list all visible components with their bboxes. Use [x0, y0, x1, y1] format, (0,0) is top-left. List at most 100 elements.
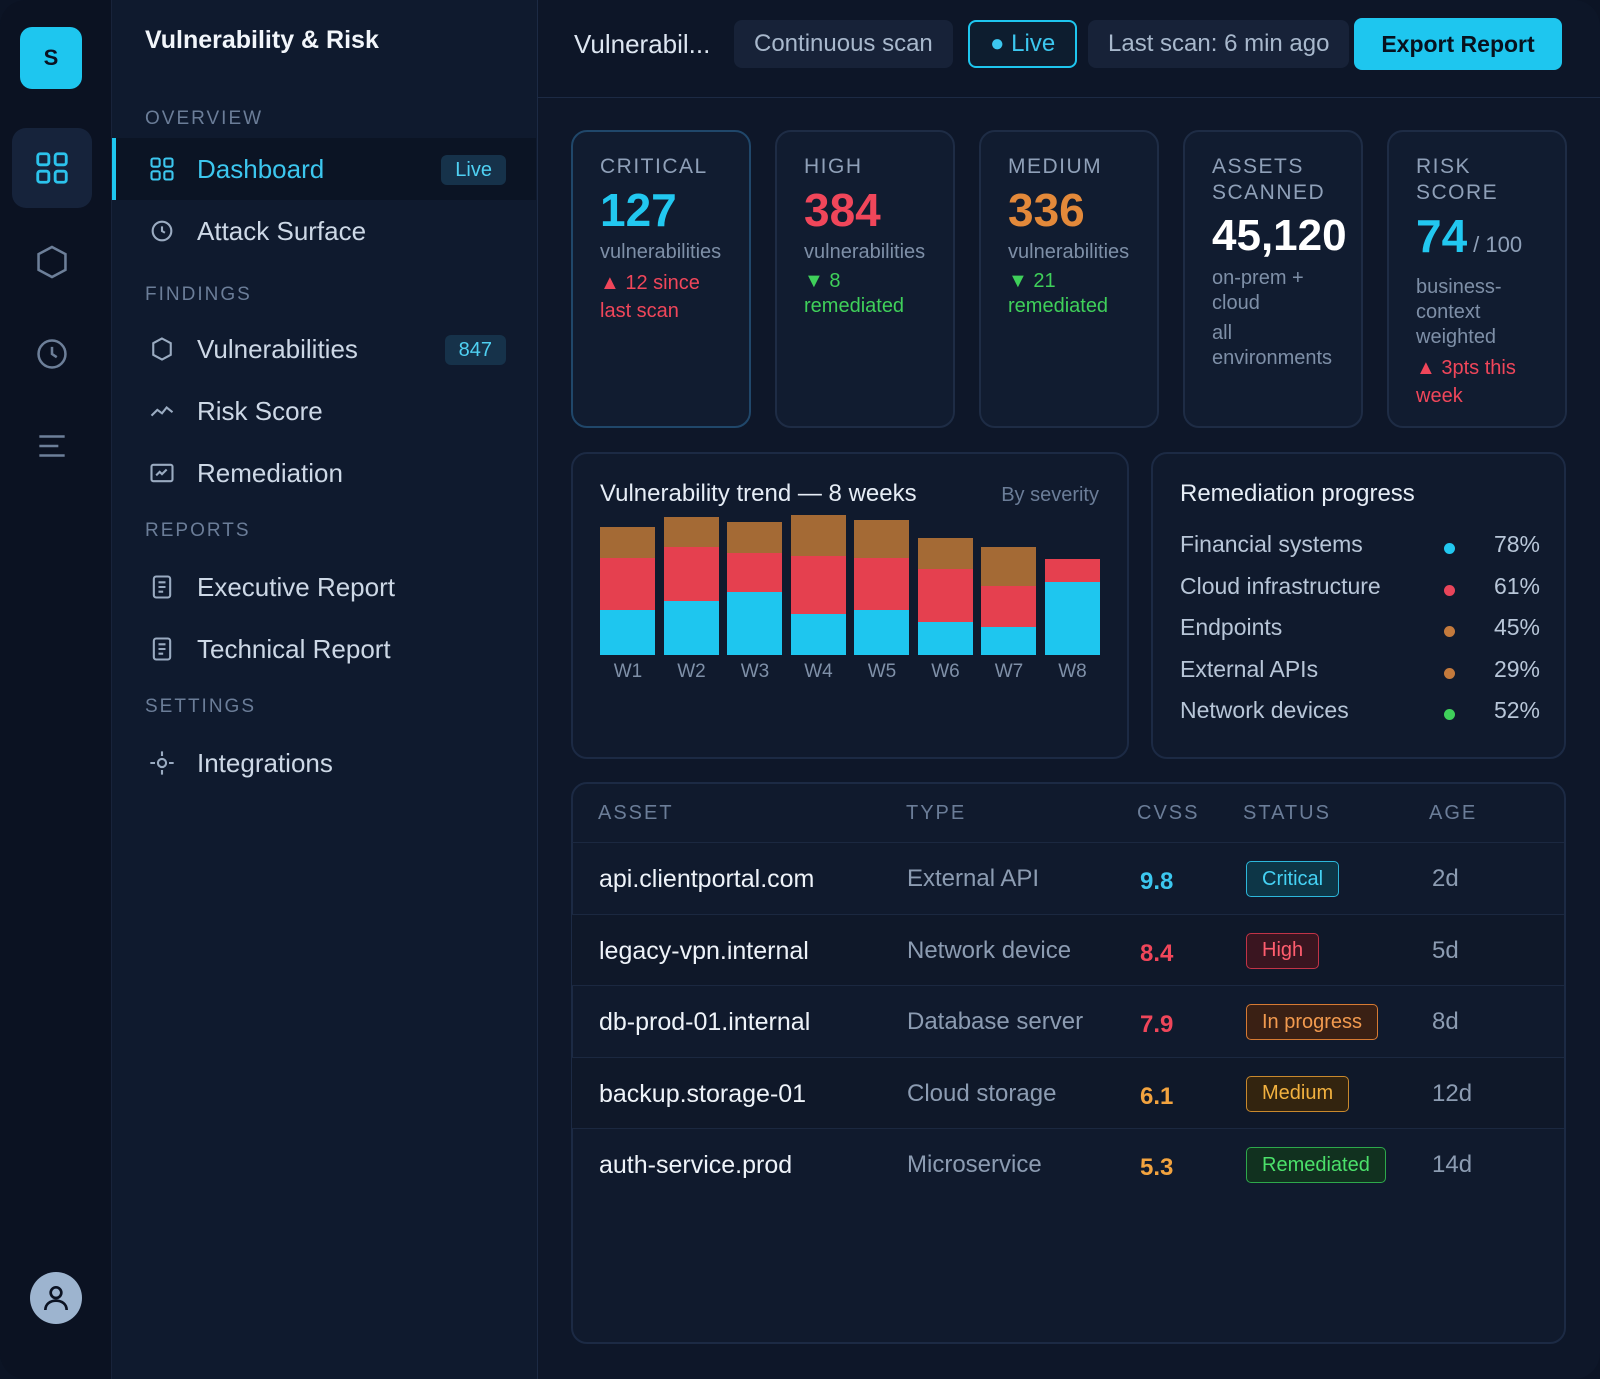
remediation-title: Remediation progress: [1180, 480, 1415, 507]
trend-title: Vulnerability trend — 8 weeks: [600, 480, 917, 507]
sidebar-item-dashboard[interactable]: Dashboard Live: [112, 138, 536, 200]
rail-history-button[interactable]: [12, 314, 92, 394]
bar-medium-w5[interactable]: [854, 520, 909, 558]
card-label: CRITICAL: [600, 155, 708, 178]
bar-high-w2[interactable]: [663, 547, 719, 602]
sidebar-item-executive-report[interactable]: Executive Report: [112, 556, 536, 618]
rail-shield-button[interactable]: [12, 222, 92, 302]
bar-medium-w4[interactable]: [790, 515, 846, 556]
remediation-row[interactable]: Network devices 52%: [1180, 697, 1540, 739]
bar-medium-w7[interactable]: [981, 547, 1036, 587]
bar-medium-w3[interactable]: [727, 522, 782, 553]
section-findings: FINDINGS: [145, 284, 252, 305]
bar-medium-w6[interactable]: [917, 538, 973, 569]
table-row[interactable]: legacy-vpn.internal Network device 8.4 High…: [572, 913, 1564, 986]
clock-icon: [151, 220, 173, 242]
rail-dashboard-button[interactable]: [12, 128, 92, 208]
scan-mode-chip[interactable]: Continuous scan: [734, 20, 953, 68]
bar-high-w3[interactable]: [727, 552, 782, 593]
trend-filter[interactable]: By severity: [1001, 484, 1099, 506]
col-header-asset[interactable]: ASSET: [598, 802, 674, 824]
user-avatar[interactable]: [30, 1272, 82, 1324]
breadcrumb[interactable]: Vulnerabil...: [574, 29, 711, 59]
sidebar-item-integrations[interactable]: Integrations: [112, 732, 536, 794]
asset-name[interactable]: db-prod-01.internal: [599, 1008, 811, 1036]
asset-age: 5d: [1432, 936, 1459, 964]
cvss-score: 9.8: [1140, 868, 1174, 895]
bar-high-w7[interactable]: [981, 586, 1036, 627]
trend-line-icon: [150, 406, 174, 417]
app-logo[interactable]: S: [20, 27, 82, 89]
col-header-status[interactable]: STATUS: [1243, 802, 1331, 824]
status-badge: Critical: [1246, 861, 1340, 897]
sidebar-item-risk-score[interactable]: Risk Score: [112, 380, 536, 442]
asset-name[interactable]: api.clientportal.com: [599, 865, 815, 893]
card-critical[interactable]: CRITICAL 127 vulnerabilities ▲ 12 since l…: [571, 130, 751, 428]
col-header-cvss[interactable]: CVSS: [1137, 802, 1200, 824]
live-badge: Live: [441, 155, 506, 185]
bar-medium-w1[interactable]: [600, 527, 655, 558]
card-medium[interactable]: MEDIUM 336 vulnerabilities ▼ 21 remediate…: [979, 130, 1159, 428]
asset-name[interactable]: auth-service.prod: [599, 1151, 793, 1179]
bar-high-w5[interactable]: [854, 557, 909, 611]
gear-icon: [150, 751, 174, 775]
rail-list-button[interactable]: [12, 406, 92, 486]
asset-age: 8d: [1432, 1008, 1459, 1035]
asset-type: Database server: [907, 1008, 1084, 1035]
card-label: MEDIUM: [1008, 155, 1103, 178]
sidebar-item-label: Risk Score: [197, 395, 323, 426]
card-risk-score[interactable]: RISK SCORE 74/ 100 business-context weight…: [1387, 130, 1567, 428]
card-high[interactable]: HIGH 384 vulnerabilities ▼ 8 remediated: [775, 130, 955, 428]
sidebar-item-label: Attack Surface: [197, 215, 367, 246]
table-row[interactable]: backup.storage-01 Cloud storage 6.1 Medium 1…: [572, 1056, 1564, 1129]
status-badge: Medium: [1246, 1075, 1350, 1112]
bar-critical-w3[interactable]: [727, 592, 782, 655]
asset-type: External API: [907, 865, 1040, 892]
monitor-chart-icon: [150, 463, 174, 483]
remediation-percent: 29%: [1493, 655, 1540, 682]
bar-critical-w8[interactable]: [1044, 581, 1100, 655]
sidebar-item-vulnerabilities[interactable]: Vulnerabilities 847: [112, 318, 536, 380]
sidebar-item-attack-surface[interactable]: Attack Surface: [112, 200, 536, 262]
cvss-score: 7.9: [1140, 1011, 1174, 1038]
col-header-age[interactable]: AGE: [1429, 802, 1478, 824]
bar-high-w1[interactable]: [600, 557, 655, 611]
bar-critical-w5[interactable]: [854, 610, 909, 655]
remediation-percent: 52%: [1493, 697, 1540, 723]
remediation-row[interactable]: Endpoints 45%: [1180, 614, 1540, 656]
col-header-type[interactable]: TYPE: [906, 802, 967, 824]
table-row[interactable]: auth-service.prod Microservice 5.3 Remediat…: [572, 1128, 1564, 1200]
remediation-row[interactable]: External APIs 29%: [1180, 656, 1540, 698]
sidebar-item-technical-report[interactable]: Technical Report: [112, 618, 536, 680]
remediation-row[interactable]: Financial systems 78%: [1180, 531, 1540, 573]
table-row[interactable]: db-prod-01.internal Database server 7.9 In …: [572, 985, 1564, 1057]
list-icon: [39, 435, 65, 457]
bar-high-w6[interactable]: [917, 568, 973, 622]
bar-high-w4[interactable]: [790, 555, 846, 615]
bar-critical-w7[interactable]: [981, 626, 1036, 655]
bar-critical-w6[interactable]: [917, 621, 973, 655]
sidebar-item-remediation[interactable]: Remediation: [112, 442, 536, 504]
bar-critical-w1[interactable]: [600, 610, 655, 655]
bar-medium-w2[interactable]: [663, 517, 719, 548]
asset-name[interactable]: backup.storage-01: [599, 1079, 807, 1108]
live-toggle[interactable]: ● Live: [968, 20, 1078, 68]
remediation-row[interactable]: Cloud infrastructure 61%: [1180, 573, 1540, 615]
card-assets-scanned[interactable]: ASSETS SCANNED 45,120 on-prem + cloud all e…: [1183, 130, 1363, 428]
bar-critical-w4[interactable]: [790, 614, 846, 655]
remediation-percent: 45%: [1493, 614, 1540, 640]
table-row[interactable]: api.clientportal.com External API 9.8 Criti…: [572, 842, 1564, 914]
bar-critical-w2[interactable]: [663, 601, 719, 655]
status-dot-icon: [1444, 667, 1455, 679]
bar-high-w8[interactable]: [1044, 558, 1100, 582]
card-label: RISK SCORE: [1416, 155, 1499, 204]
user-icon: [44, 1286, 68, 1311]
trend-panel: Vulnerability trend — 8 weeks By severit…: [571, 452, 1129, 759]
x-tick-label: W5: [867, 661, 897, 682]
card-delta: ▼ 21 remediated: [1008, 270, 1109, 317]
card-value: 45,120: [1212, 211, 1347, 260]
asset-type: Network device: [907, 936, 1072, 964]
export-report-button[interactable]: Export Report: [1354, 18, 1562, 70]
asset-age: 12d: [1432, 1079, 1473, 1107]
asset-name[interactable]: legacy-vpn.internal: [599, 936, 809, 965]
